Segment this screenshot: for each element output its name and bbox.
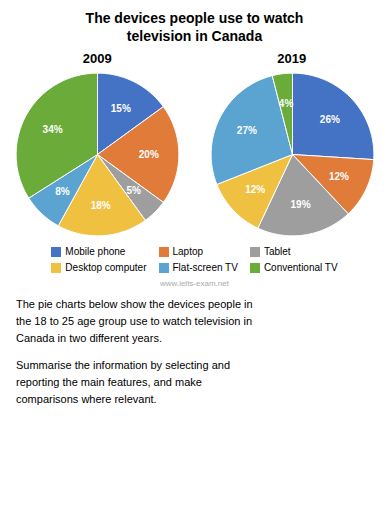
svg-text:8%: 8% — [55, 186, 70, 197]
html-text:2019: 2019 — [277, 51, 307, 66]
html-text:Tablet: Tablet — [263, 246, 291, 257]
html-text:Summarise the information by s: Summarise the information by selecting a… — [16, 359, 230, 406]
html-text:The devices people use to watc: The devices people use to watch televisi… — [85, 10, 304, 44]
html-text:2009: 2009 — [82, 51, 112, 66]
svg-text:27%: 27% — [237, 125, 257, 136]
html-text:Mobile phone: Mobile phone — [65, 246, 126, 257]
svg-text:18%: 18% — [91, 200, 111, 211]
svg-text:19%: 19% — [290, 199, 310, 210]
svg-text:5%: 5% — [127, 185, 142, 196]
svg-text:4%: 4% — [279, 98, 294, 109]
svg-text:34%: 34% — [43, 124, 63, 135]
svg-text:12%: 12% — [245, 184, 265, 195]
svg-text:20%: 20% — [139, 149, 159, 160]
html-text:The pie charts below show the: The pie charts below show the devices pe… — [16, 298, 253, 345]
html-text:www.ielts-exam.net: www.ielts-exam.net — [160, 279, 229, 288]
svg-text:26%: 26% — [320, 114, 340, 125]
html-text:Conventional TV: Conventional TV — [263, 262, 338, 273]
html-text:Desktop computer: Desktop computer — [65, 262, 147, 273]
html-text:Flat-screen TV: Flat-screen TV — [172, 262, 238, 273]
svg-text:15%: 15% — [111, 103, 131, 114]
html-text:Laptop: Laptop — [172, 246, 204, 257]
svg-text:12%: 12% — [329, 171, 349, 182]
